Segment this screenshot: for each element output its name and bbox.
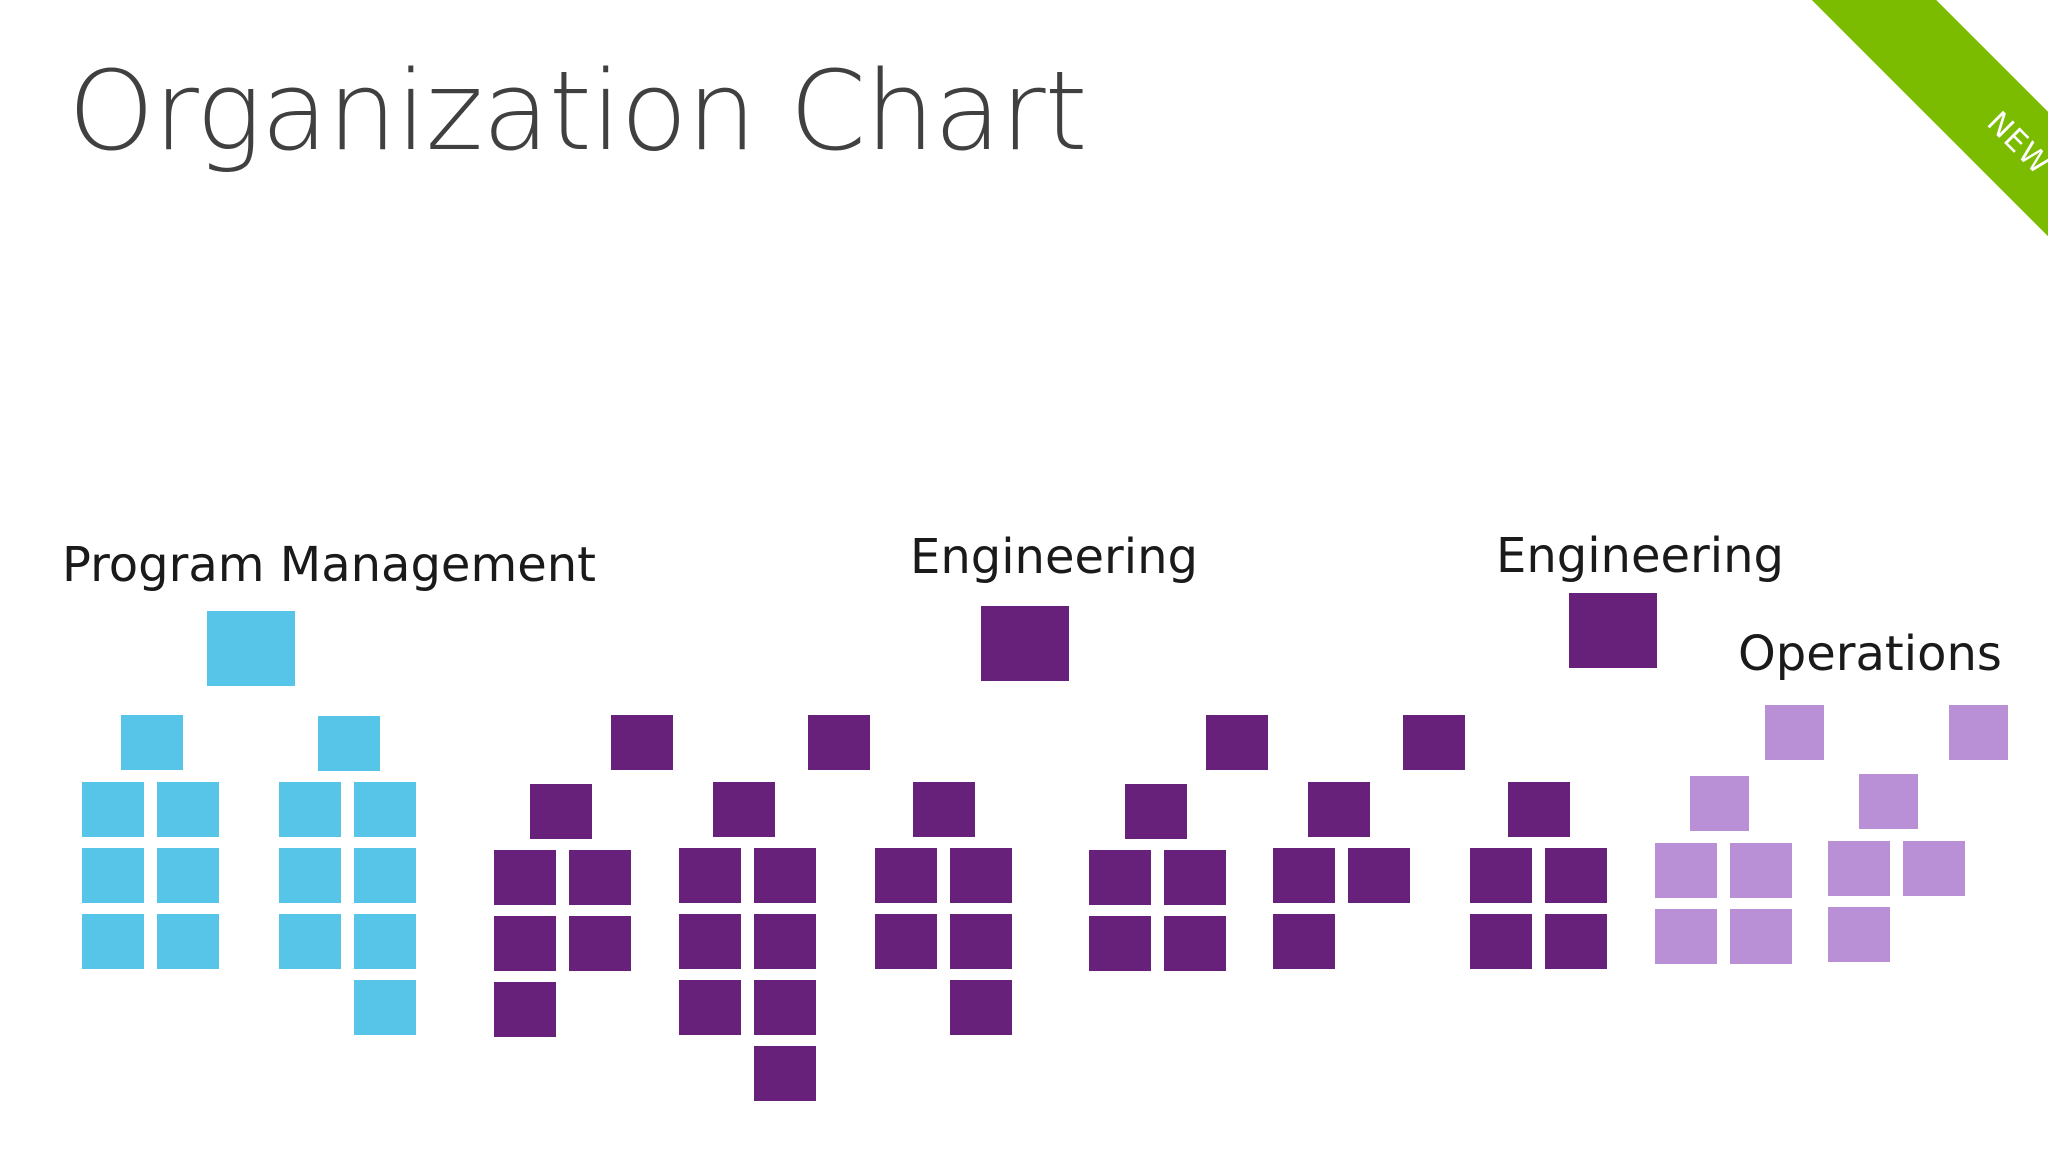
- pm-member-box: [82, 848, 144, 903]
- eng1-member-box: [679, 914, 741, 969]
- eng1-member-box: [494, 916, 556, 971]
- eng1-member-box: [754, 914, 816, 969]
- eng1-member-box: [875, 914, 937, 969]
- eng1-lead-box: [913, 782, 975, 837]
- eng1-member-box: [679, 848, 741, 903]
- group-label-engineering-2: Engineering: [1496, 528, 1784, 584]
- eng2-member-box: [1089, 916, 1151, 971]
- eng2-member-box: [1164, 850, 1226, 905]
- ops-member-box: [1828, 907, 1890, 962]
- group-label-engineering-1: Engineering: [910, 529, 1198, 585]
- eng1-member-box: [875, 848, 937, 903]
- eng2-member-box: [1545, 914, 1607, 969]
- pm-member-box: [82, 782, 144, 837]
- eng2-manager-box: [1206, 715, 1268, 770]
- eng1-member-box: [950, 980, 1012, 1035]
- ops-member-box: [1730, 909, 1792, 964]
- new-badge-label: NEW: [1803, 0, 2048, 320]
- eng1-member-box: [569, 916, 631, 971]
- new-ribbon: NEW: [1748, 0, 2048, 320]
- eng1-member-box: [754, 980, 816, 1035]
- eng1-lead-box: [530, 784, 592, 839]
- eng2-lead-box: [1308, 782, 1370, 837]
- eng1-member-box: [494, 850, 556, 905]
- pm-member-box: [279, 914, 341, 969]
- eng1-member-box: [494, 982, 556, 1037]
- eng2-member-box: [1089, 850, 1151, 905]
- eng2-head-box: [1569, 593, 1657, 668]
- ops-manager-box: [1765, 705, 1824, 760]
- ops-member-box: [1903, 841, 1965, 896]
- eng1-manager-box: [808, 715, 870, 770]
- pm-lead-box: [318, 716, 380, 771]
- eng2-member-box: [1273, 848, 1335, 903]
- eng1-lead-box: [713, 782, 775, 837]
- ops-member-box: [1730, 843, 1792, 898]
- ops-manager-box: [1949, 705, 2008, 760]
- ops-lead-box: [1859, 774, 1918, 829]
- ops-member-box: [1828, 841, 1890, 896]
- pm-member-box: [82, 914, 144, 969]
- pm-lead-box: [121, 715, 183, 770]
- slide-title: Organization Chart: [68, 47, 1088, 175]
- eng2-manager-box: [1403, 715, 1465, 770]
- pm-member-box: [354, 848, 416, 903]
- pm-head-box: [207, 611, 295, 686]
- pm-member-box: [354, 980, 416, 1035]
- eng1-head-box: [981, 606, 1069, 681]
- pm-member-box: [279, 848, 341, 903]
- eng1-manager-box: [611, 715, 673, 770]
- eng1-member-box: [569, 850, 631, 905]
- eng2-member-box: [1545, 848, 1607, 903]
- eng2-member-box: [1164, 916, 1226, 971]
- ops-member-box: [1655, 843, 1717, 898]
- ops-lead-box: [1690, 776, 1749, 831]
- eng1-member-box: [754, 1046, 816, 1101]
- eng2-member-box: [1470, 914, 1532, 969]
- group-label-program-management: Program Management: [62, 537, 596, 593]
- group-label-operations: Operations: [1738, 626, 2002, 682]
- eng2-lead-box: [1508, 782, 1570, 837]
- ops-member-box: [1655, 909, 1717, 964]
- eng2-lead-box: [1125, 784, 1187, 839]
- eng1-member-box: [950, 914, 1012, 969]
- pm-member-box: [354, 914, 416, 969]
- pm-member-box: [157, 782, 219, 837]
- eng2-member-box: [1348, 848, 1410, 903]
- eng1-member-box: [754, 848, 816, 903]
- eng1-member-box: [679, 980, 741, 1035]
- pm-member-box: [157, 848, 219, 903]
- pm-member-box: [157, 914, 219, 969]
- eng1-member-box: [950, 848, 1012, 903]
- eng2-member-box: [1273, 914, 1335, 969]
- pm-member-box: [279, 782, 341, 837]
- eng2-member-box: [1470, 848, 1532, 903]
- pm-member-box: [354, 782, 416, 837]
